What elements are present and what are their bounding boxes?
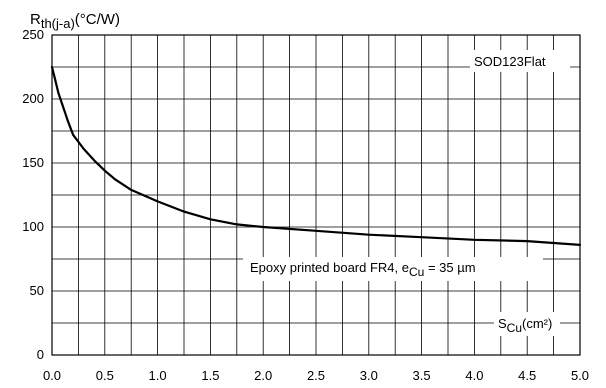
x-axis-label-main: S: [498, 316, 507, 331]
y-tick-label: 100: [22, 219, 44, 234]
x-axis-label: SCu(cm²): [498, 316, 552, 335]
y-tick-label: 250: [22, 27, 44, 42]
y-axis-label: Rth(j-a)(°C/W): [30, 11, 120, 31]
x-tick-label: 0.0: [43, 368, 61, 383]
plot-frame: [51, 34, 581, 356]
x-tick-label: 2.0: [254, 368, 272, 383]
x-tick-label: 4.5: [518, 368, 536, 383]
x-tick-label: 3.0: [360, 368, 378, 383]
y-axis-label-unit: (°C/W): [75, 11, 120, 28]
board-label-rest: = 35 µm: [424, 260, 475, 275]
x-tick-label: 4.0: [465, 368, 483, 383]
board-annotation: Epoxy printed board FR4, eCu = 35 µm: [243, 257, 543, 281]
x-tick-label: 5.0: [571, 368, 589, 383]
x-axis-label-sub: Cu: [507, 321, 522, 335]
y-tick-label: 200: [22, 91, 44, 106]
x-tick-label: 2.5: [307, 368, 325, 383]
board-label: Epoxy printed board FR4, eCu = 35 µm: [250, 260, 476, 279]
y-tick-label: 0: [37, 347, 44, 362]
y-axis-label-sub: th(j-a): [41, 16, 75, 31]
x-axis-label-unit: (cm²): [522, 316, 552, 331]
x-tick-label: 1.5: [201, 368, 219, 383]
y-tick-labels: 0 50 100 150 200 250: [22, 27, 44, 362]
x-axis-annotation: SCu(cm²): [494, 312, 560, 336]
x-tick-labels: 0.0 0.5 1.0 1.5 2.0 2.5 3.0 3.5 4.0 4.5 5.0: [43, 368, 589, 383]
y-tick-label: 50: [30, 283, 44, 298]
x-tick-label: 0.5: [96, 368, 114, 383]
grid: [52, 35, 580, 355]
series-line: [50, 65, 582, 246]
x-tick-label: 1.0: [149, 368, 167, 383]
y-axis-label-main: R: [30, 11, 41, 28]
y-tick-label: 150: [22, 155, 44, 170]
package-annotation: SOD123Flat: [470, 50, 570, 72]
x-tick-label: 3.5: [413, 368, 431, 383]
board-label-text: Epoxy printed board FR4, e: [250, 260, 409, 275]
package-label: SOD123Flat: [474, 54, 546, 69]
board-label-sub: Cu: [409, 265, 424, 279]
